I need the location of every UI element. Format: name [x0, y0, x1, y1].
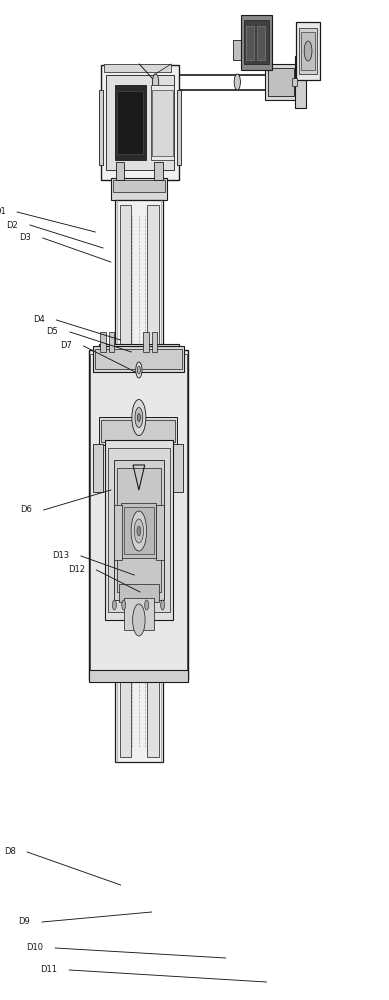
- Bar: [107, 360, 171, 380]
- Bar: [114, 505, 122, 560]
- Circle shape: [137, 366, 140, 374]
- Bar: [93, 444, 103, 492]
- Text: D1: D1: [0, 208, 5, 217]
- Bar: [89, 350, 188, 680]
- Bar: [268, 68, 294, 96]
- Bar: [114, 460, 164, 600]
- Circle shape: [137, 414, 140, 422]
- Bar: [90, 354, 187, 676]
- Text: D2: D2: [7, 221, 18, 230]
- Bar: [105, 440, 173, 620]
- Bar: [124, 598, 154, 630]
- Circle shape: [145, 600, 149, 610]
- Circle shape: [161, 600, 165, 610]
- Bar: [119, 584, 159, 602]
- Bar: [265, 64, 298, 100]
- Circle shape: [133, 604, 145, 636]
- Circle shape: [112, 600, 116, 610]
- Bar: [233, 40, 242, 60]
- Text: D4: D4: [33, 316, 45, 324]
- Bar: [145, 398, 162, 437]
- Bar: [100, 332, 106, 352]
- Bar: [115, 85, 146, 160]
- Bar: [177, 90, 181, 165]
- Bar: [301, 32, 315, 70]
- Bar: [147, 205, 159, 757]
- Bar: [116, 398, 133, 437]
- Bar: [120, 205, 131, 757]
- Bar: [99, 90, 103, 165]
- Circle shape: [152, 74, 159, 90]
- Circle shape: [135, 408, 143, 428]
- Bar: [124, 507, 154, 554]
- Text: D9: D9: [19, 918, 30, 926]
- Bar: [299, 28, 317, 74]
- Bar: [95, 349, 182, 369]
- Bar: [101, 65, 179, 180]
- Bar: [113, 180, 165, 192]
- Text: D8: D8: [4, 848, 16, 856]
- Text: D12: D12: [68, 566, 85, 574]
- Text: D5: D5: [47, 328, 58, 336]
- Bar: [116, 162, 124, 180]
- Text: D7: D7: [60, 342, 72, 351]
- Bar: [295, 56, 306, 108]
- Bar: [106, 380, 172, 455]
- Bar: [117, 468, 161, 592]
- Bar: [173, 444, 183, 492]
- Circle shape: [234, 74, 240, 90]
- Bar: [246, 26, 254, 60]
- Text: D11: D11: [40, 966, 58, 974]
- Bar: [152, 90, 173, 156]
- Bar: [109, 388, 169, 447]
- Circle shape: [132, 399, 146, 436]
- Bar: [244, 20, 269, 64]
- Bar: [99, 344, 179, 362]
- Bar: [113, 392, 136, 443]
- Bar: [171, 394, 177, 441]
- Circle shape: [136, 362, 142, 378]
- Text: D6: D6: [20, 506, 32, 514]
- Bar: [111, 178, 167, 200]
- Bar: [142, 392, 165, 443]
- Bar: [109, 332, 114, 352]
- Text: D13: D13: [52, 552, 69, 560]
- Circle shape: [304, 41, 312, 61]
- Bar: [241, 15, 272, 70]
- Bar: [152, 332, 157, 352]
- Bar: [151, 85, 174, 160]
- Circle shape: [122, 600, 126, 610]
- Bar: [296, 22, 320, 80]
- Bar: [104, 64, 171, 72]
- Circle shape: [134, 519, 144, 543]
- Bar: [101, 420, 175, 442]
- Text: D3: D3: [19, 233, 31, 242]
- Text: D10: D10: [26, 944, 44, 952]
- Bar: [121, 503, 156, 558]
- Bar: [106, 75, 174, 170]
- Bar: [118, 372, 126, 400]
- Bar: [143, 332, 149, 352]
- Circle shape: [137, 526, 141, 536]
- Bar: [108, 448, 170, 612]
- Bar: [101, 394, 107, 441]
- Bar: [152, 372, 160, 400]
- Bar: [108, 363, 170, 377]
- Bar: [257, 26, 265, 60]
- Bar: [115, 200, 163, 762]
- Circle shape: [131, 511, 147, 551]
- Bar: [99, 417, 177, 445]
- Bar: [292, 78, 297, 86]
- Bar: [154, 162, 163, 180]
- Bar: [93, 346, 184, 372]
- Bar: [117, 91, 143, 154]
- Bar: [156, 505, 164, 560]
- Bar: [89, 670, 188, 682]
